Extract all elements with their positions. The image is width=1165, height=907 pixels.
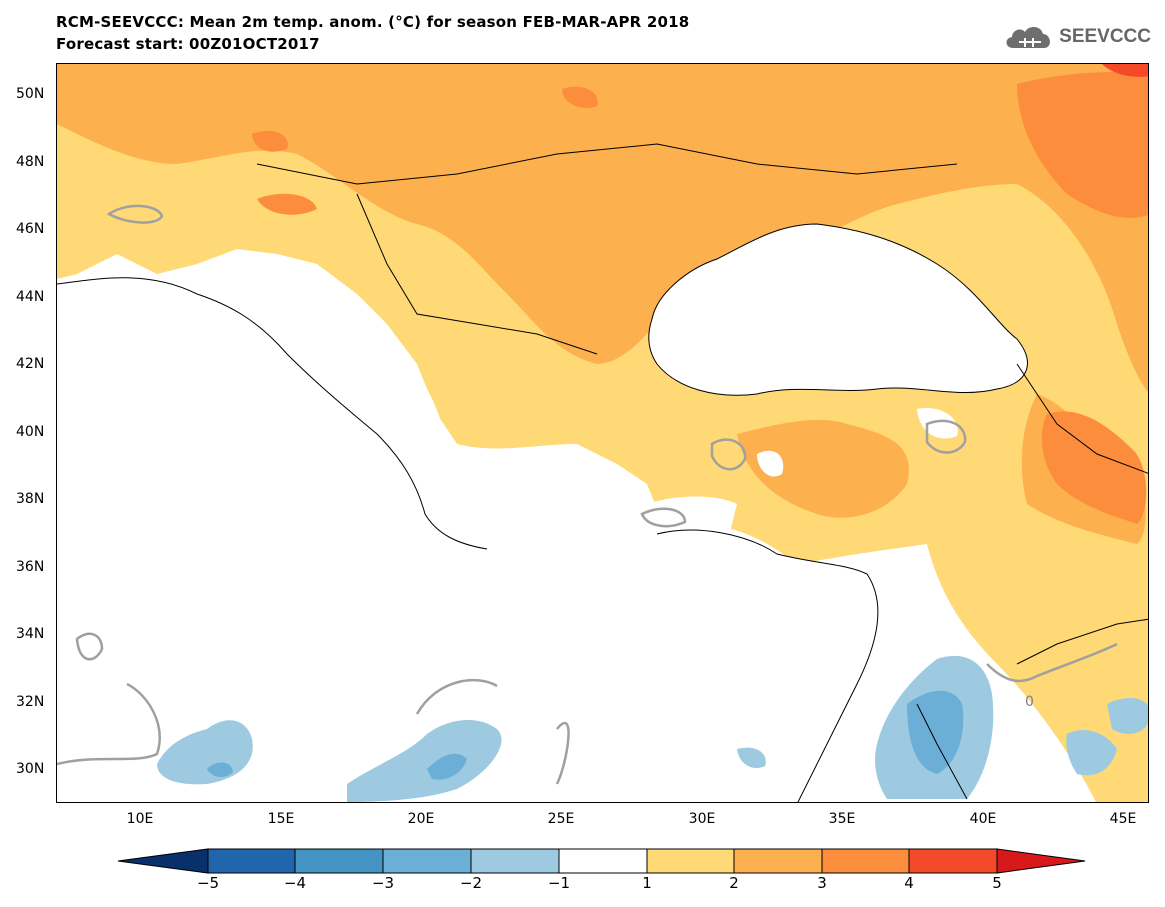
forecast-start-label: Forecast start: 00Z01OCT2017 xyxy=(56,35,320,53)
colorbar-seg xyxy=(294,848,384,874)
contour-label: 0 xyxy=(1025,694,1034,710)
lat-label: 36N xyxy=(16,559,45,575)
lat-label: 40N xyxy=(16,424,45,440)
lon-label: 10E xyxy=(126,811,154,827)
cloud-logo-icon xyxy=(1006,26,1051,48)
colorbar-label: 1 xyxy=(642,874,652,892)
map-canvas: 0 xyxy=(57,64,1148,802)
colorbar-label: −3 xyxy=(371,874,395,892)
lon-label: 30E xyxy=(688,811,716,827)
lat-label: 44N xyxy=(16,289,45,305)
colorbar-seg xyxy=(996,848,1086,874)
lon-label: 40E xyxy=(969,811,997,827)
colorbar-label: −2 xyxy=(459,874,483,892)
colorbar-label: 4 xyxy=(904,874,914,892)
lon-label: 25E xyxy=(547,811,575,827)
colorbar-seg xyxy=(470,848,560,874)
anomaly-fill-neg xyxy=(157,655,1148,802)
colorbar-label: −4 xyxy=(283,874,307,892)
lat-label: 34N xyxy=(16,626,45,642)
lat-label: 50N xyxy=(16,86,45,102)
lon-label: 45E xyxy=(1109,811,1137,827)
coastlines xyxy=(57,143,1148,802)
lon-label: 35E xyxy=(828,811,856,827)
lon-label: 15E xyxy=(267,811,295,827)
lon-label: 20E xyxy=(407,811,435,827)
lat-label: 30N xyxy=(16,761,45,777)
lat-label: 42N xyxy=(16,356,45,372)
colorbar-label: 2 xyxy=(729,874,739,892)
map-title: RCM-SEEVCCC: Mean 2m temp. anom. (°C) fo… xyxy=(56,13,690,31)
lat-label: 48N xyxy=(16,154,45,170)
colorbar-label: 3 xyxy=(817,874,827,892)
colorbar xyxy=(117,848,1086,874)
colorbar-seg xyxy=(558,848,648,874)
lat-label: 46N xyxy=(16,221,45,237)
lat-label: 32N xyxy=(16,694,45,710)
colorbar-seg xyxy=(117,848,209,874)
colorbar-seg xyxy=(908,848,998,874)
colorbar-seg xyxy=(646,848,735,874)
sea-areas xyxy=(57,224,1028,802)
colorbar-seg xyxy=(733,848,823,874)
colorbar-seg xyxy=(382,848,472,874)
brand-text: SEEVCCC xyxy=(1059,26,1151,47)
anomaly-fill-4-5 xyxy=(1102,64,1148,77)
colorbar-label: −5 xyxy=(196,874,220,892)
colorbar-label: 5 xyxy=(992,874,1002,892)
zero-contours xyxy=(57,204,1118,785)
colorbar-seg xyxy=(207,848,296,874)
brand-logo: SEEVCCC xyxy=(1003,22,1151,52)
colorbar-label: −1 xyxy=(547,874,571,892)
lat-label: 38N xyxy=(16,491,45,507)
colorbar-seg xyxy=(821,848,910,874)
anomaly-map: 0 xyxy=(56,63,1149,803)
